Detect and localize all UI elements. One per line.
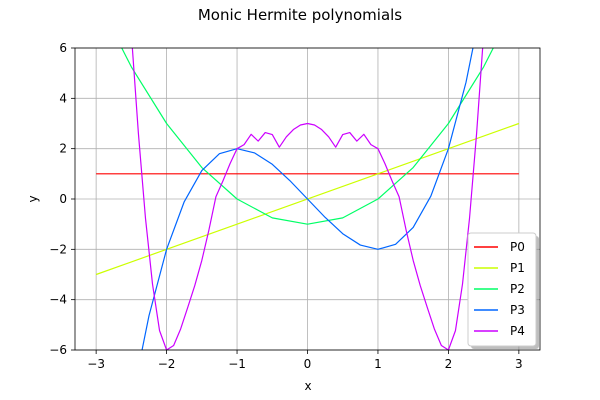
x-tick-label: −1: [228, 357, 246, 371]
y-tick-label: −2: [49, 242, 67, 256]
series-line-p3: [141, 48, 474, 350]
y-tick-label: −4: [49, 293, 67, 307]
x-tick-label: 1: [374, 357, 382, 371]
legend-label-p1: P1: [510, 261, 525, 275]
x-tick-label: −3: [87, 357, 105, 371]
y-tick-label: −6: [49, 343, 67, 357]
y-tick-label: 6: [59, 41, 67, 55]
x-tick-label: 2: [445, 357, 453, 371]
x-tick-label: −2: [158, 357, 176, 371]
series-line-p2: [121, 48, 494, 225]
x-axis-label: x: [304, 379, 311, 393]
legend-box: [467, 232, 537, 347]
y-tick-label: 4: [59, 91, 67, 105]
y-tick-label: 2: [59, 142, 67, 156]
y-tick-label: 0: [59, 192, 67, 206]
series-line-p4: [131, 48, 484, 350]
legend-label-p0: P0: [510, 240, 525, 254]
y-axis-label: y: [26, 195, 40, 202]
legend: P0 P1 P2 P3 P4: [467, 232, 539, 349]
series-layer: [95, 48, 520, 350]
legend-label-p3: P3: [510, 303, 525, 317]
ticks: −3 −2 −1 0 1 2 3 −6 −4 −2 0 2 4 6: [49, 41, 522, 371]
legend-label-p2: P2: [510, 282, 525, 296]
x-tick-label: 0: [304, 357, 312, 371]
legend-label-p4: P4: [510, 324, 525, 338]
x-tick-label: 3: [515, 357, 523, 371]
chart-title: Monic Hermite polynomials: [198, 6, 402, 24]
